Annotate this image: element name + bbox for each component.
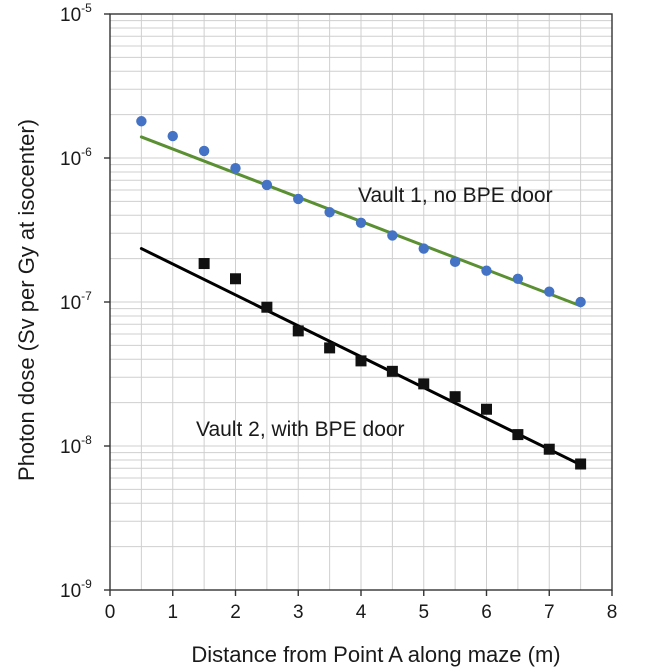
x-tick-label: 2 xyxy=(230,602,241,623)
data-point-series-2 xyxy=(292,325,304,337)
x-tick-label: 6 xyxy=(481,602,492,623)
data-point-series-2 xyxy=(418,378,430,390)
data-point-series-1 xyxy=(449,256,461,268)
data-point-series-2 xyxy=(355,355,367,367)
data-point-series-2 xyxy=(449,391,461,403)
data-point-series-1 xyxy=(387,230,398,241)
annotation-vault-2: Vault 2, with BPE door xyxy=(196,418,405,441)
data-point-series-1 xyxy=(293,193,304,205)
data-point-series-1 xyxy=(544,286,555,297)
data-point-series-2 xyxy=(324,342,336,354)
data-point-series-1 xyxy=(512,273,524,284)
data-point-series-1 xyxy=(418,243,429,254)
x-tick-label: 4 xyxy=(356,602,367,623)
grid xyxy=(109,14,613,591)
data-point-series-1 xyxy=(575,296,586,308)
y-tick-label: 10-7 xyxy=(60,289,92,314)
data-point-series-1 xyxy=(355,217,367,228)
y-axis-title: Photon dose (Sv per Gy at isocenter) xyxy=(14,119,39,481)
data-point-series-1 xyxy=(136,116,147,127)
data-point-series-2 xyxy=(512,429,524,441)
axis-ticks: 0 1 2 3 4 5 6 7 8 10-9 10-8 10-7 10-6 10-5 xyxy=(60,1,617,623)
data-point-series-2 xyxy=(543,443,555,455)
x-tick-label: 3 xyxy=(293,602,304,623)
data-point-series-1 xyxy=(481,265,492,276)
y-tick-label: 10-8 xyxy=(60,433,92,458)
data-point-series-1 xyxy=(167,130,178,142)
x-tick-label: 1 xyxy=(167,602,178,623)
data-point-series-1 xyxy=(230,162,241,174)
data-point-series-2 xyxy=(481,403,492,415)
data-point-series-2 xyxy=(575,458,587,470)
data-point-series-2 xyxy=(198,258,210,270)
y-tick-label: 10-5 xyxy=(60,1,92,26)
data-point-series-2 xyxy=(386,365,398,377)
annotation-vault-1: Vault 1, no BPE door xyxy=(358,184,553,207)
data-markers xyxy=(136,116,587,470)
x-tick-label: 5 xyxy=(418,602,429,623)
x-tick-label: 7 xyxy=(544,602,555,623)
y-tick-label: 10-9 xyxy=(60,577,92,602)
data-point-series-1 xyxy=(198,145,210,157)
data-point-series-2 xyxy=(230,273,241,285)
x-tick-label: 8 xyxy=(607,602,618,623)
data-point-series-1 xyxy=(324,207,335,218)
data-point-series-2 xyxy=(261,301,273,313)
x-tick-label: 0 xyxy=(105,602,116,623)
data-point-series-1 xyxy=(261,179,273,191)
y-tick-label: 10-6 xyxy=(60,145,92,170)
x-axis-title: Distance from Point A along maze (m) xyxy=(191,642,560,667)
